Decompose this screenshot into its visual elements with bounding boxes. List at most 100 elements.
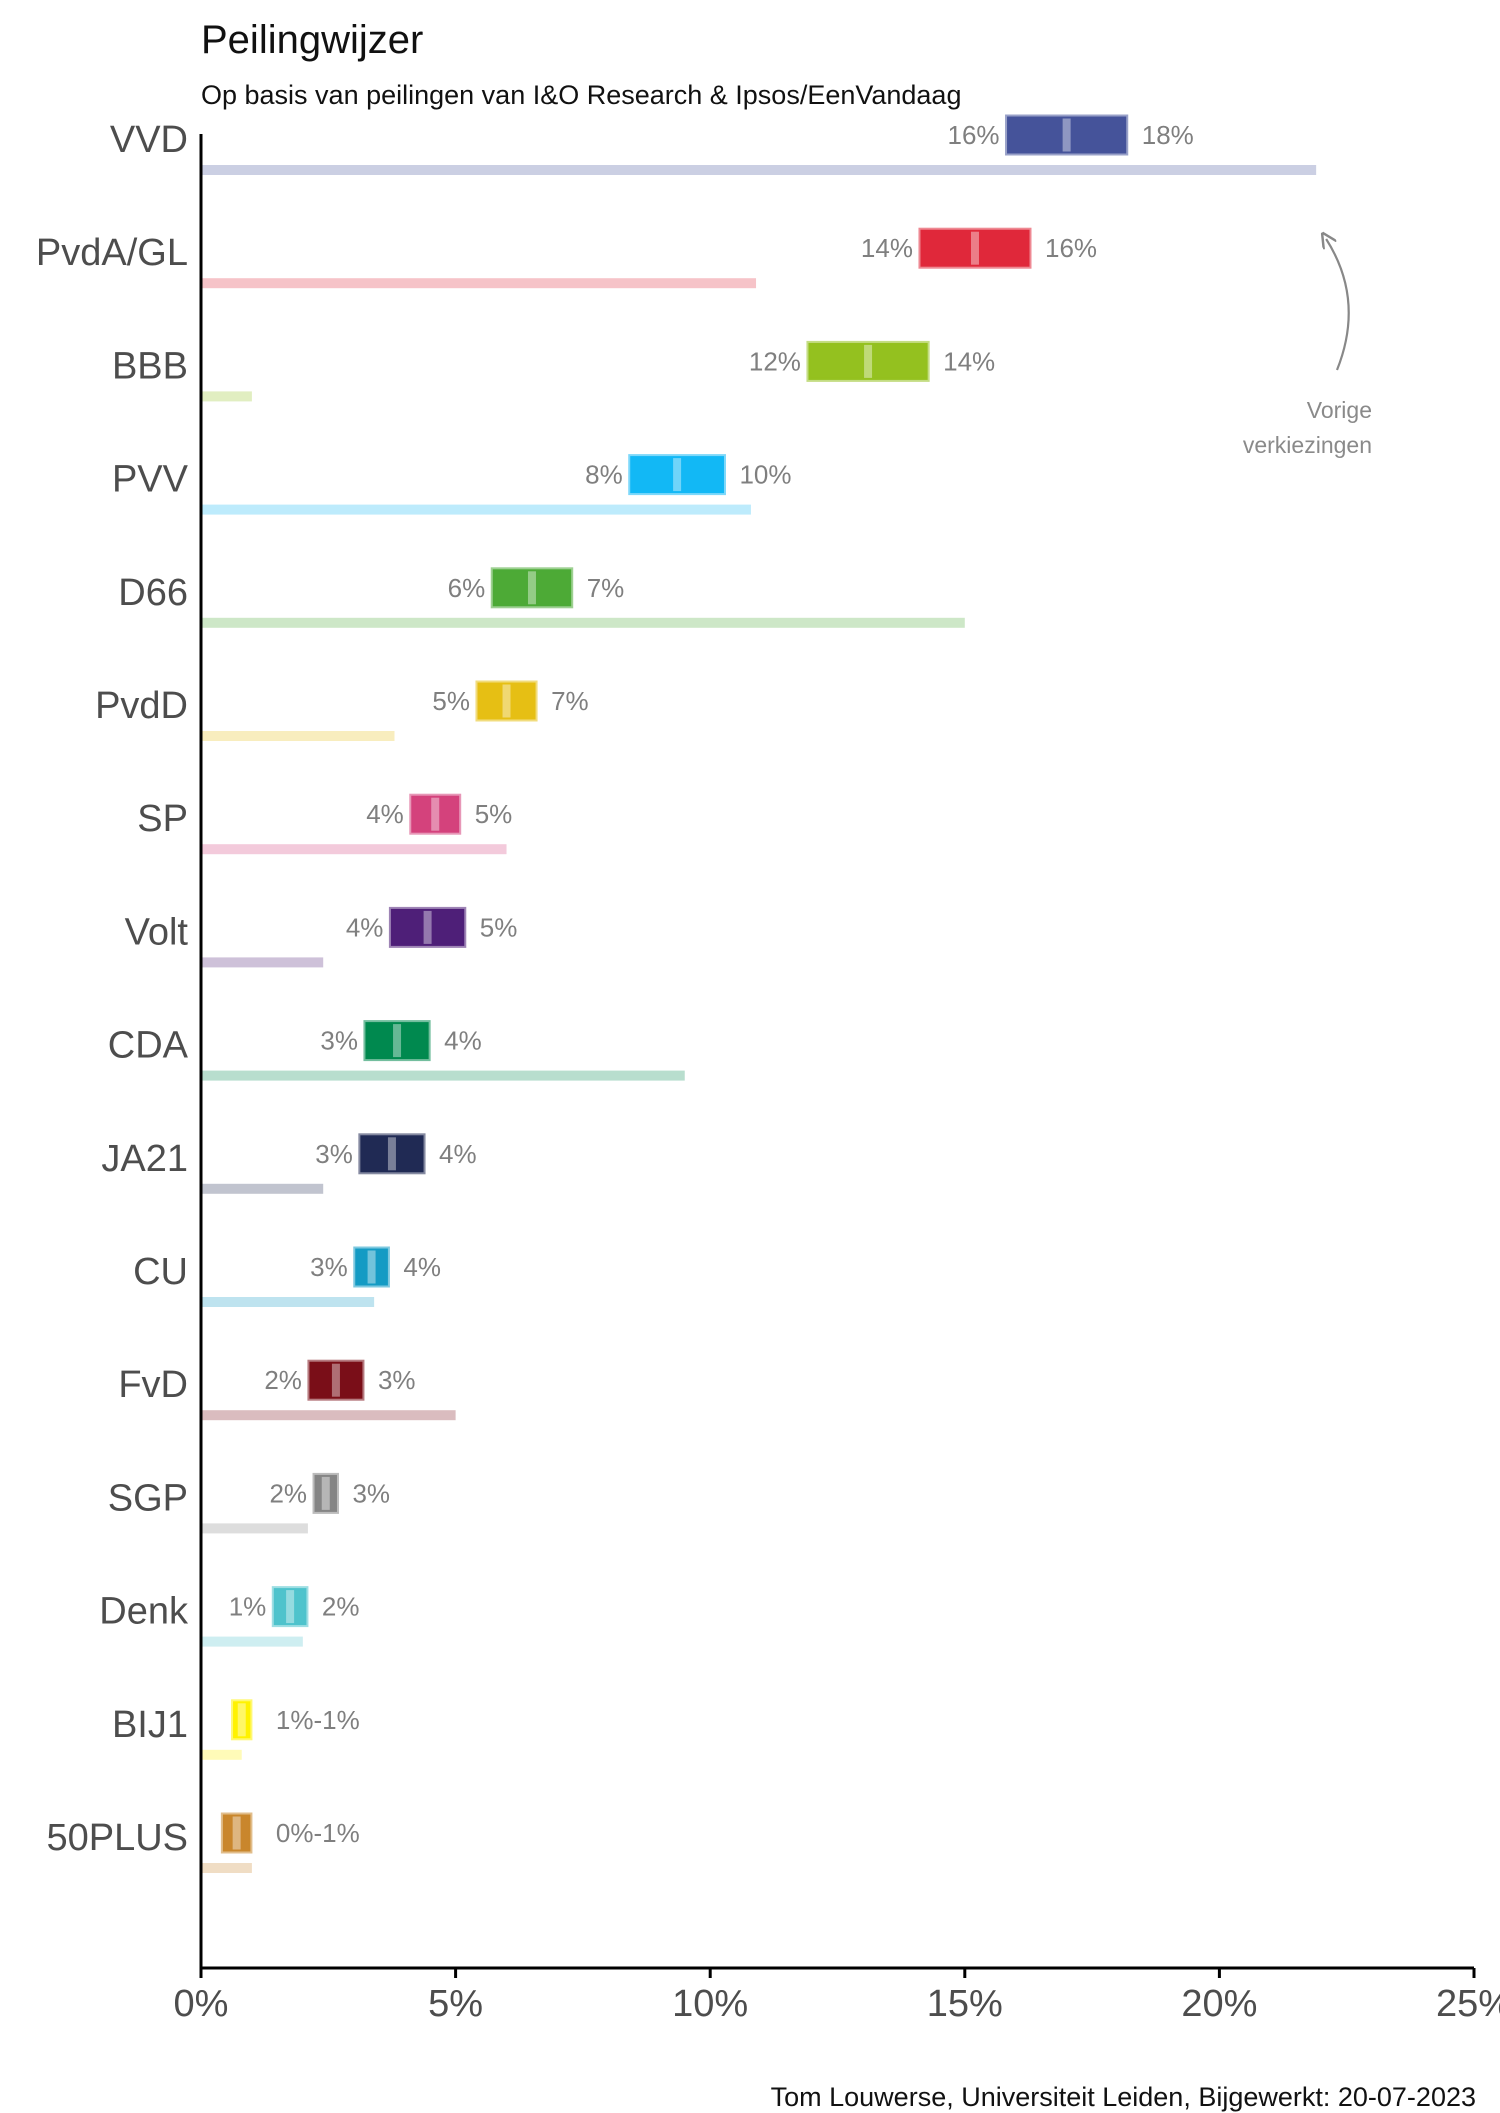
previous-election-bar (201, 1070, 685, 1081)
annotation-group: Vorige verkiezingen (1243, 239, 1372, 458)
annotation-text-line: verkiezingen (1243, 432, 1372, 458)
range-label: 1%-1% (276, 1705, 360, 1735)
party-row-cda: CDA 3% 4% (108, 1020, 685, 1081)
party-label: D66 (118, 572, 188, 614)
previous-election-bar (201, 731, 395, 741)
high-label: 4% (403, 1252, 441, 1282)
estimate-midpoint (321, 1476, 330, 1510)
estimate-midpoint (527, 571, 536, 605)
party-label: CU (133, 1251, 188, 1293)
high-label: 3% (352, 1478, 390, 1508)
low-label: 1% (229, 1592, 267, 1622)
party-label: SGP (108, 1477, 188, 1519)
estimate-midpoint (237, 1703, 246, 1737)
high-label: 4% (439, 1139, 477, 1169)
party-row-volt: Volt 4% 5% (125, 906, 518, 968)
range-label: 0%-1% (276, 1818, 360, 1848)
party-label: BBB (112, 345, 188, 387)
previous-election-bar (201, 165, 1317, 175)
annotation-arrow (1326, 239, 1350, 371)
low-label: 2% (264, 1365, 302, 1395)
estimate-midpoint (970, 231, 979, 265)
high-label: 5% (480, 912, 518, 942)
party-row-pvv: PVV 8% 10% (112, 454, 792, 515)
estimate-midpoint (1062, 118, 1071, 152)
previous-election-bar (201, 844, 507, 855)
previous-election-bar (201, 1297, 375, 1307)
party-row-sp: SP 4% 5% (137, 793, 512, 855)
previous-election-bar (201, 391, 252, 402)
party-label: VVD (110, 119, 188, 161)
party-row-sgp: SGP 2% 3% (108, 1472, 390, 1534)
party-row-pvda-gl: PvdA/GL 14% 16% (36, 227, 1097, 289)
annotation-text-line: Vorige (1307, 397, 1372, 423)
estimate-range-box (363, 1020, 431, 1062)
party-row-cu: CU 3% 4% (133, 1246, 441, 1307)
low-label: 14% (861, 233, 913, 263)
x-tick-label: 20% (1181, 1983, 1257, 2025)
estimate-range-box (628, 454, 726, 496)
low-label: 6% (448, 573, 486, 603)
party-row-ja21: JA21 3% 4% (101, 1133, 477, 1194)
previous-election-bar (201, 617, 965, 628)
estimate-range-box (307, 1359, 365, 1401)
party-label: JA21 (101, 1138, 188, 1180)
party-row-50plus: 50PLUS 0%-1% (46, 1812, 360, 1873)
x-axis: 0% 5% 10% 15% 20% 25% (174, 134, 1500, 2025)
estimate-midpoint (423, 910, 432, 944)
party-label: CDA (108, 1025, 189, 1067)
low-label: 3% (315, 1139, 353, 1169)
estimate-range-box (312, 1472, 339, 1514)
previous-election-bar (201, 1523, 308, 1534)
x-tick-label: 0% (174, 1983, 229, 2025)
party-label: BIJ1 (112, 1704, 188, 1746)
party-label: FvD (118, 1364, 188, 1406)
party-row-fvd: FvD 2% 3% (118, 1359, 456, 1421)
estimate-midpoint (393, 1024, 402, 1058)
estimate-midpoint (232, 1816, 241, 1850)
previous-election-bar (201, 1183, 324, 1194)
party-label: PvdD (95, 685, 188, 727)
low-label: 16% (947, 120, 999, 150)
chart-subtitle: Op basis van peilingen van I&O Research … (201, 80, 962, 110)
estimate-range-box (271, 1586, 309, 1628)
previous-election-bar (201, 278, 757, 289)
estimate-range-box (358, 1133, 426, 1175)
low-label: 3% (310, 1252, 348, 1282)
high-label: 10% (739, 460, 791, 490)
high-label: 7% (587, 573, 625, 603)
x-tick-label: 5% (428, 1983, 483, 2025)
party-label: 50PLUS (46, 1817, 188, 1859)
estimate-midpoint (331, 1363, 340, 1397)
estimate-midpoint (431, 797, 440, 831)
previous-election-bar (201, 1863, 252, 1873)
low-label: 4% (366, 799, 404, 829)
high-label: 2% (322, 1592, 360, 1622)
estimate-range-box (490, 567, 574, 609)
previous-election-bar (201, 504, 751, 515)
estimate-range-box (231, 1699, 253, 1741)
estimate-midpoint (387, 1137, 396, 1171)
previous-election-bar (201, 957, 324, 968)
low-label: 8% (585, 460, 623, 490)
x-tick-label: 15% (927, 1983, 1003, 2025)
estimate-midpoint (502, 684, 511, 718)
low-label: 12% (749, 346, 801, 376)
party-row-d66: D66 6% 7% (118, 567, 965, 628)
estimate-range-box (409, 793, 462, 835)
estimate-midpoint (864, 344, 873, 378)
party-label: SP (137, 798, 188, 840)
high-label: 7% (551, 686, 589, 716)
high-label: 16% (1045, 233, 1097, 263)
estimate-range-box (1005, 114, 1129, 156)
estimate-range-box (806, 340, 930, 382)
party-row-bij1: BIJ1 1%-1% (112, 1699, 360, 1760)
high-label: 3% (378, 1365, 416, 1395)
previous-election-bar (201, 1749, 242, 1760)
estimate-range-box (353, 1246, 390, 1288)
chart-caption: Tom Louwerse, Universiteit Leiden, Bijge… (770, 2082, 1476, 2112)
estimate-midpoint (286, 1590, 295, 1624)
chart-marks: VVD 16% 18% PvdA/GL 14% 16% BBB 12% 14% PVV 8% 10% D… (36, 114, 1317, 1873)
low-label: 2% (269, 1478, 307, 1508)
